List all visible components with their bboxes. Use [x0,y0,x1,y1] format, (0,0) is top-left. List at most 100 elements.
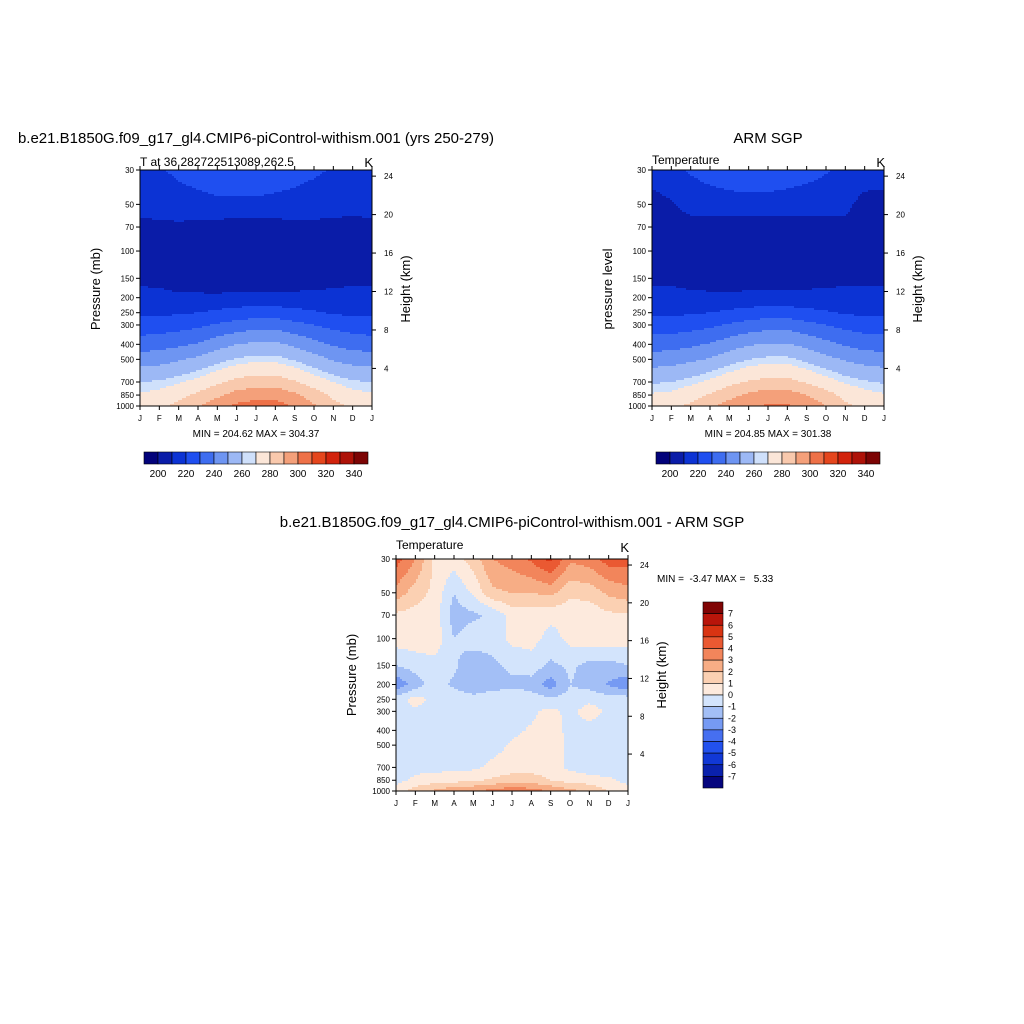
colorbar-box [702,683,724,696]
contour-cell [652,208,681,211]
contour-cell [282,356,325,359]
colorbar-label: -1 [728,702,736,712]
contour-cell [432,569,473,572]
contour-cell [652,328,705,331]
colorbar-label: -2 [728,713,736,723]
contour-cell [706,394,743,397]
contour-cell [422,679,451,682]
contour-cell [396,577,403,580]
contour-cell [652,398,699,401]
colorbar-box [711,451,727,465]
contour-cell [556,605,599,608]
contour-cell [652,302,884,305]
contour-cell [330,380,361,383]
contour-cell [396,719,535,722]
contour-cell [140,322,221,325]
contour-cell [880,382,884,385]
contour-cell [140,344,189,347]
contour-cell [652,336,731,339]
contour-cell [758,390,793,393]
contour-cell [396,701,409,704]
contour-cell [654,392,713,395]
contour-cell [652,378,685,381]
x-tick-label: M [175,414,182,423]
contour-cell [140,222,372,225]
contour-cell [652,176,695,179]
contour-cell [140,318,249,321]
contour-cell [564,787,603,790]
contour-cell [684,378,711,381]
contour-cell [652,280,884,283]
contour-cell [788,356,833,359]
contour-cell [562,603,595,606]
contour-cell [450,575,459,578]
contour-cell [554,593,607,596]
contour-cell [624,663,628,666]
contour-cell [476,619,507,622]
colorbar-label: 4 [728,644,733,654]
x-tick-label: S [292,414,297,423]
contour-cell [812,288,884,291]
contour-cell [396,681,407,684]
contour-cell [796,358,841,361]
contour-cell [830,340,884,343]
contour-cell [140,382,181,385]
contour-cell [652,314,685,317]
y-tick-label-right: 8 [640,712,645,721]
contour-cell [700,180,815,183]
contour-cell [864,388,884,391]
contour-cell [848,402,884,405]
contour-cell [140,366,209,369]
contour-cell [452,629,463,632]
contour-cell [576,563,607,566]
contour-cell [854,314,884,317]
y-tick-label-right: 12 [640,674,649,683]
contour-cell [792,318,884,321]
contour-cell [674,202,855,205]
contour-cell [140,402,175,405]
contour-cell [312,352,372,355]
colorbar-box [767,451,783,465]
contour-cell [564,755,628,758]
contour-cell [406,593,427,596]
contour-cell [652,250,884,253]
contour-cell [652,206,679,209]
contour-cell [464,627,507,630]
contour-cell [214,398,307,401]
contour-cell [234,332,291,335]
contour-cell [140,378,167,381]
contour-cell [652,364,677,367]
contour-cell [842,398,884,401]
contour-cell [296,380,331,383]
contour-cell [228,380,297,383]
contour-cell [652,266,884,269]
contour-cell [652,394,707,397]
contour-cell [612,777,628,780]
contour-cell [506,639,541,642]
contour-cell [140,172,169,175]
colorbar-label: -4 [728,737,736,747]
contour-cell [492,777,547,780]
contour-cell [798,380,839,383]
contour-cell [580,581,615,584]
contour-cell [140,206,372,209]
contour-cell [608,579,628,582]
contour-cell [396,595,403,598]
contour-cell [678,388,723,391]
contour-cell [652,198,671,201]
contour-cell [398,611,441,614]
contour-cell [396,733,521,736]
contour-cell [482,651,628,654]
contour-cell [180,382,223,385]
contour-cell [312,402,341,405]
contour-cell [210,338,313,341]
contour-cell [548,687,553,690]
contour-cell [538,593,555,596]
contour-cell [552,677,569,680]
x-tick-label: A [707,414,713,423]
contour-cell [826,368,884,371]
contour-cell [420,677,453,680]
contour-cell [552,625,628,628]
contour-cell [396,779,409,782]
contour-cell [822,176,884,179]
